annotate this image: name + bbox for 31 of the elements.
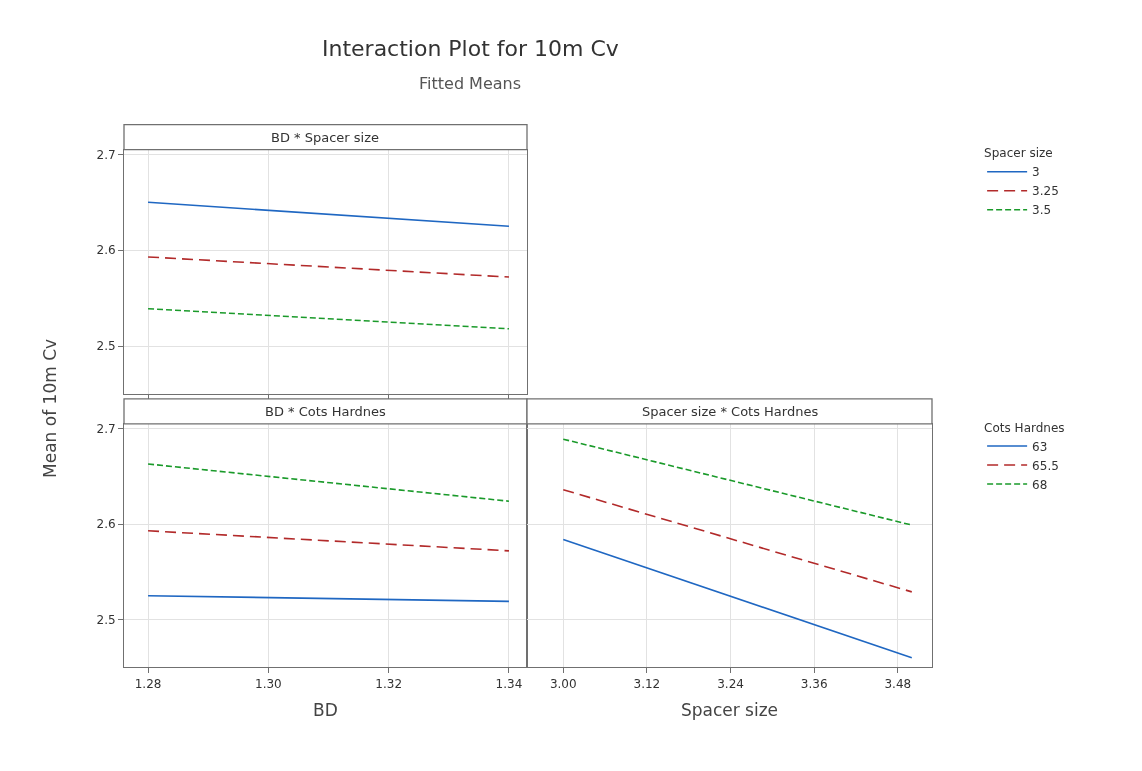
- y-tick-label: 2.6: [96, 243, 116, 258]
- legend-title: Cots Hardnes: [984, 420, 1065, 435]
- y-tick-label: 2.6: [96, 517, 116, 532]
- chart-subtitle: Fitted Means: [419, 74, 522, 93]
- chart-title: Interaction Plot for 10m Cv: [322, 36, 619, 61]
- text: Spacer size * Cots Hardnes: [642, 404, 819, 419]
- legend-label: 68: [1032, 477, 1048, 492]
- legend-label: 65.5: [1032, 458, 1059, 473]
- y-tick-label: 2.5: [96, 612, 116, 627]
- y-tick-label: 2.7: [96, 421, 116, 436]
- x-tick-label: 1.28: [134, 676, 162, 691]
- x-tick-label: 3.36: [800, 676, 828, 691]
- x-tick-label: 3.00: [549, 676, 577, 691]
- legend-label: 3.5: [1032, 203, 1052, 218]
- text: BD * Cots Hardnes: [265, 404, 387, 419]
- x-axis-title: BD: [313, 700, 338, 721]
- y-tick-label: 2.5: [96, 339, 116, 354]
- y-axis-title: Mean of 10m Cv: [40, 338, 61, 478]
- x-tick-label: 1.34: [495, 676, 523, 691]
- x-tick-label: 3.48: [884, 676, 912, 691]
- y-tick-label: 2.7: [96, 147, 116, 162]
- text: BD * Spacer size: [271, 130, 379, 145]
- legend-label: 63: [1032, 439, 1048, 454]
- x-tick-label: 1.32: [375, 676, 403, 691]
- legend-title: Spacer size: [984, 146, 1053, 161]
- x-tick-label: 3.12: [633, 676, 661, 691]
- legend-label: 3.25: [1032, 184, 1059, 199]
- x-tick-label: 3.24: [717, 676, 744, 691]
- x-axis-title: Spacer size: [680, 700, 779, 721]
- legend-label: 3: [1032, 165, 1040, 180]
- x-tick-label: 1.30: [255, 676, 282, 691]
